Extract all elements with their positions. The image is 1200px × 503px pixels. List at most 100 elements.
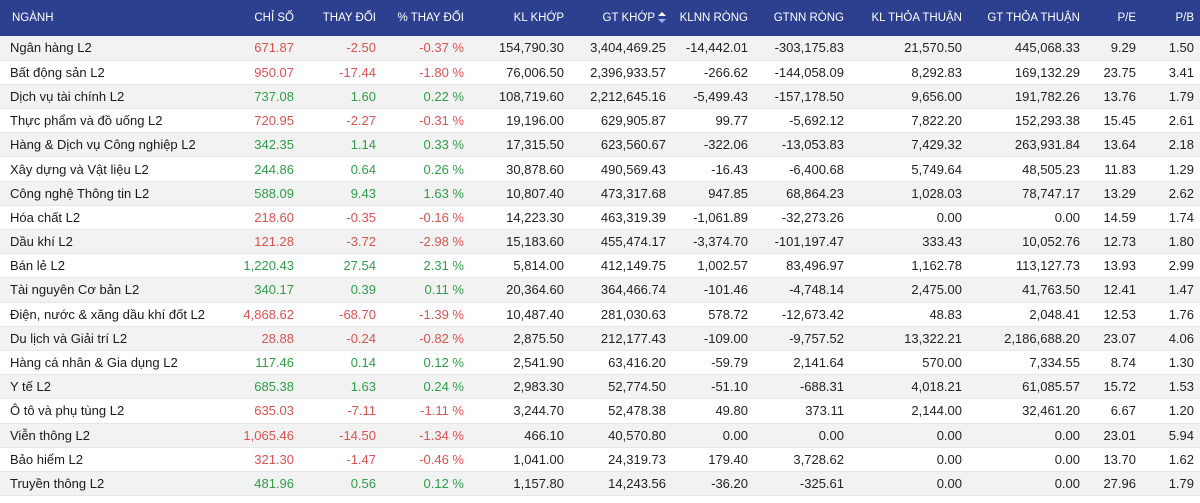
matched-value: 2,212,645.16 [570, 84, 672, 110]
pb-ratio: 5.94 [1142, 423, 1200, 448]
header-kl-thoa-thuan[interactable]: KL THỎA THUẬN [871, 12, 962, 24]
sector-name: Tài nguyên Cơ bản L2 [0, 277, 228, 303]
pct-change-value: 0.33 % [382, 132, 470, 158]
table-row[interactable]: Truyền thông L2 481.96 0.56 0.12 % 1,157.80 1… [0, 471, 1200, 497]
foreign-net-volume: 179.40 [672, 447, 754, 472]
index-value: 720.95 [228, 108, 300, 134]
negotiated-volume: 9,656.00 [850, 84, 968, 110]
table-row[interactable]: Xây dựng và Vật liệu L2 244.86 0.64 0.26 % 3… [0, 156, 1200, 182]
table-row[interactable]: Bảo hiểm L2 321.30 -1.47 -0.46 % 1,041.00 24,… [0, 447, 1200, 472]
change-value: 0.56 [300, 471, 382, 497]
sector-name: Xây dựng và Vật liệu L2 [0, 156, 228, 182]
change-value: -0.24 [300, 326, 382, 351]
change-value: -14.50 [300, 423, 382, 448]
negotiated-value: 41,763.50 [968, 277, 1086, 303]
sector-name: Hàng & Dịch vụ Công nghiệp L2 [0, 132, 228, 158]
matched-volume: 2,875.50 [470, 326, 570, 351]
negotiated-volume: 0.00 [850, 423, 968, 448]
index-value: 481.96 [228, 471, 300, 497]
sector-name: Hàng cá nhân & Gia dụng L2 [0, 350, 228, 376]
foreign-net-value: -688.31 [754, 374, 850, 400]
index-value: 635.03 [228, 398, 300, 424]
table-row[interactable]: Ô tô và phụ tùng L2 635.03 -7.11 -1.11 % 3,2… [0, 398, 1200, 424]
table-row[interactable]: Du lịch và Giải trí L2 28.88 -0.24 -0.82 % 2… [0, 326, 1200, 351]
sort-desc-icon[interactable] [658, 12, 666, 24]
pct-change-value: 0.11 % [382, 277, 470, 303]
matched-volume: 3,244.70 [470, 398, 570, 424]
negotiated-value: 0.00 [968, 205, 1086, 231]
pe-ratio: 12.73 [1086, 229, 1142, 255]
sector-name: Y tế L2 [0, 374, 228, 400]
index-value: 685.38 [228, 374, 300, 400]
negotiated-volume: 0.00 [850, 447, 968, 472]
table-row[interactable]: Thực phẩm và đồ uống L2 720.95 -2.27 -0.31 … [0, 108, 1200, 134]
header-thay-doi[interactable]: THAY ĐỔI [322, 12, 376, 24]
header-chi-so[interactable]: CHỈ SỐ [254, 12, 294, 24]
pct-change-value: -1.39 % [382, 302, 470, 327]
negotiated-volume: 4,018.21 [850, 374, 968, 400]
table-row[interactable]: Công nghệ Thông tin L2 588.09 9.43 1.63 % 10… [0, 181, 1200, 206]
foreign-net-value: -6,400.68 [754, 156, 850, 182]
matched-volume: 108,719.60 [470, 84, 570, 110]
header-pb[interactable]: P/B [1175, 12, 1194, 24]
pb-ratio: 2.18 [1142, 132, 1200, 158]
header-gt-khop[interactable]: GT KHỚP [570, 0, 672, 36]
pe-ratio: 13.64 [1086, 132, 1142, 158]
table-row[interactable]: Hàng cá nhân & Gia dụng L2 117.46 0.14 0.12… [0, 350, 1200, 376]
header-kl-khop[interactable]: KL KHỚP [513, 12, 564, 24]
sector-name: Bảo hiểm L2 [0, 447, 228, 472]
negotiated-volume: 0.00 [850, 205, 968, 231]
table-row[interactable]: Viễn thông L2 1,065.46 -14.50 -1.34 % 466.10… [0, 423, 1200, 448]
table-row[interactable]: Hóa chất L2 218.60 -0.35 -0.16 % 14,223.30 46… [0, 205, 1200, 231]
table-row[interactable]: Bán lẻ L2 1,220.43 27.54 2.31 % 5,814.00 412,… [0, 253, 1200, 279]
foreign-net-volume: 947.85 [672, 181, 754, 206]
header-gtnn-rong[interactable]: GTNN RÒNG [773, 12, 844, 24]
negotiated-volume: 2,475.00 [850, 277, 968, 303]
table-row[interactable]: Dầu khí L2 121.28 -3.72 -2.98 % 15,183.60 455… [0, 229, 1200, 255]
index-value: 28.88 [228, 326, 300, 351]
pe-ratio: 13.93 [1086, 253, 1142, 279]
pb-ratio: 1.53 [1142, 374, 1200, 400]
matched-volume: 10,807.40 [470, 181, 570, 206]
pct-change-value: 0.12 % [382, 350, 470, 376]
header-gt-thoa-thuan[interactable]: GT THỎA THUẬN [987, 12, 1080, 24]
matched-value: 212,177.43 [570, 326, 672, 351]
index-value: 321.30 [228, 447, 300, 472]
sector-name: Truyền thông L2 [0, 471, 228, 497]
foreign-net-value: -303,175.83 [754, 36, 850, 61]
header-pct-thay-doi[interactable]: % THAY ĐỔI [397, 12, 464, 24]
table-row[interactable]: Y tế L2 685.38 1.63 0.24 % 2,983.30 52,774.50… [0, 374, 1200, 400]
foreign-net-value: 2,141.64 [754, 350, 850, 376]
table-row[interactable]: Tài nguyên Cơ bản L2 340.17 0.39 0.11 % 20,3… [0, 277, 1200, 303]
change-value: -7.11 [300, 398, 382, 424]
sector-name: Thực phẩm và đồ uống L2 [0, 108, 228, 134]
pct-change-value: -0.46 % [382, 447, 470, 472]
negotiated-value: 2,048.41 [968, 302, 1086, 327]
index-value: 1,220.43 [228, 253, 300, 279]
table-row[interactable]: Hàng & Dịch vụ Công nghiệp L2 342.35 1.14 0… [0, 132, 1200, 158]
header-klnn-rong[interactable]: KLNN RÒNG [679, 12, 748, 24]
negotiated-value: 2,186,688.20 [968, 326, 1086, 351]
foreign-net-value: -5,692.12 [754, 108, 850, 134]
change-value: 0.64 [300, 156, 382, 182]
table-row[interactable]: Bất động sản L2 950.07 -17.44 -1.80 % 76,006… [0, 60, 1200, 85]
header-pe[interactable]: P/E [1117, 12, 1136, 24]
pb-ratio: 1.50 [1142, 36, 1200, 61]
header-nganh[interactable]: NGÀNH [12, 12, 54, 24]
sector-name: Ô tô và phụ tùng L2 [0, 398, 228, 424]
table-row[interactable]: Điện, nước & xăng dầu khí đốt L2 4,868.62… [0, 302, 1200, 327]
pe-ratio: 13.76 [1086, 84, 1142, 110]
pe-ratio: 12.41 [1086, 277, 1142, 303]
matched-value: 490,569.43 [570, 156, 672, 182]
negotiated-value: 78,747.17 [968, 181, 1086, 206]
foreign-net-value: -13,053.83 [754, 132, 850, 158]
table-row[interactable]: Dịch vụ tài chính L2 737.08 1.60 0.22 % 108,… [0, 84, 1200, 110]
index-value: 121.28 [228, 229, 300, 255]
foreign-net-volume: -322.06 [672, 132, 754, 158]
matched-value: 473,317.68 [570, 181, 672, 206]
pe-ratio: 23.75 [1086, 60, 1142, 85]
matched-value: 412,149.75 [570, 253, 672, 279]
negotiated-value: 48,505.23 [968, 156, 1086, 182]
table-row[interactable]: Ngân hàng L2 671.87 -2.50 -0.37 % 154,790.30… [0, 36, 1200, 61]
foreign-net-value: 3,728.62 [754, 447, 850, 472]
